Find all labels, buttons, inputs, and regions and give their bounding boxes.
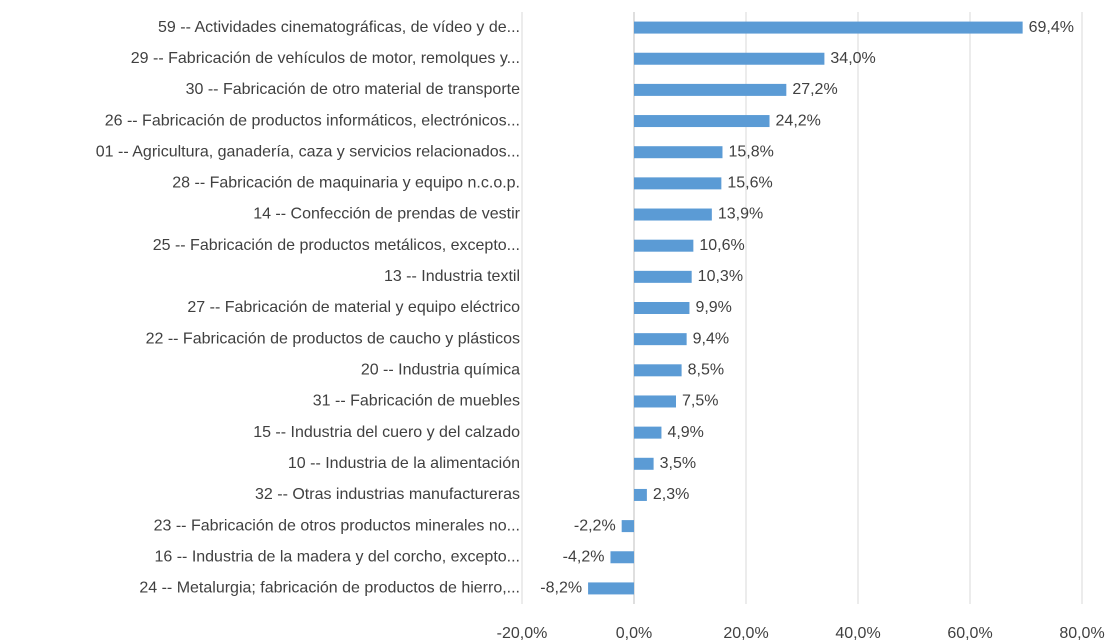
- value-label: 13,9%: [718, 206, 763, 223]
- category-label: 29 -- Fabricación de vehículos de motor,…: [131, 50, 520, 67]
- category-label: 59 -- Actividades cinematográficas, de v…: [158, 19, 520, 36]
- value-label: 10,3%: [698, 268, 743, 285]
- value-label: 3,5%: [660, 455, 696, 472]
- bar: [634, 302, 690, 314]
- category-label: 25 -- Fabricación de productos metálicos…: [153, 237, 520, 254]
- bar: [634, 333, 687, 346]
- bar: [634, 239, 694, 252]
- value-label: 24,2%: [776, 112, 821, 129]
- category-label: 24 -- Metalurgia; fabricación de product…: [139, 580, 520, 597]
- category-label: 23 -- Fabricación de otros productos min…: [154, 517, 520, 534]
- value-label: 10,6%: [699, 237, 744, 254]
- x-tick-label: 40,0%: [835, 625, 880, 642]
- bar: [634, 208, 712, 221]
- category-label: 10 -- Industria de la alimentación: [288, 455, 520, 472]
- category-label: 20 -- Industria química: [361, 362, 520, 379]
- category-label: 26 -- Fabricación de productos informáti…: [105, 112, 520, 129]
- category-label: 22 -- Fabricación de productos de caucho…: [146, 330, 520, 347]
- category-label: 13 -- Industria textil: [384, 268, 520, 285]
- bar: [588, 582, 634, 595]
- bar: [634, 364, 682, 377]
- x-tick-label: 80,0%: [1059, 625, 1104, 642]
- bar: [634, 83, 787, 96]
- category-label: 30 -- Fabricación de otro material de tr…: [186, 81, 520, 98]
- bar: [634, 395, 676, 408]
- category-label: 27 -- Fabricación de material y equipo e…: [187, 299, 520, 316]
- category-label: 15 -- Industria del cuero y del calzado: [253, 424, 520, 441]
- x-tick-label: -20,0%: [497, 625, 548, 642]
- value-label: 9,9%: [695, 299, 731, 316]
- value-label: 15,6%: [727, 175, 772, 192]
- value-label: 2,3%: [653, 486, 689, 503]
- x-tick-label: 20,0%: [723, 625, 768, 642]
- bar: [634, 115, 770, 128]
- bar: [634, 21, 1023, 34]
- category-label: 16 -- Industria de la madera y del corch…: [154, 548, 520, 565]
- bar: [634, 270, 692, 283]
- bar: [621, 520, 634, 533]
- bar: [634, 177, 722, 190]
- bar: [634, 52, 825, 65]
- x-tick-label: 60,0%: [947, 625, 992, 642]
- bar: [634, 488, 647, 501]
- bar: [610, 551, 634, 564]
- bar: [634, 426, 662, 439]
- value-label: -8,2%: [540, 580, 582, 597]
- category-label: 28 -- Fabricación de maquinaria y equipo…: [172, 175, 520, 192]
- value-label: 9,4%: [693, 330, 729, 347]
- value-label: 7,5%: [682, 393, 718, 410]
- value-label: 15,8%: [728, 143, 773, 160]
- bar: [634, 457, 654, 470]
- bar: [634, 146, 723, 159]
- category-label: 01 -- Agricultura, ganadería, caza y ser…: [96, 143, 520, 160]
- value-label: 69,4%: [1029, 19, 1074, 36]
- x-tick-label: 0,0%: [616, 625, 652, 642]
- value-label: 34,0%: [830, 50, 875, 67]
- category-label: 31 -- Fabricación de muebles: [313, 393, 520, 410]
- value-label: -2,2%: [574, 517, 616, 534]
- value-label: -4,2%: [563, 548, 605, 565]
- category-label: 32 -- Otras industrias manufactureras: [255, 486, 520, 503]
- value-label: 8,5%: [688, 362, 724, 379]
- value-label: 4,9%: [667, 424, 703, 441]
- category-label: 14 -- Confección de prendas de vestir: [253, 206, 520, 223]
- value-label: 27,2%: [792, 81, 837, 98]
